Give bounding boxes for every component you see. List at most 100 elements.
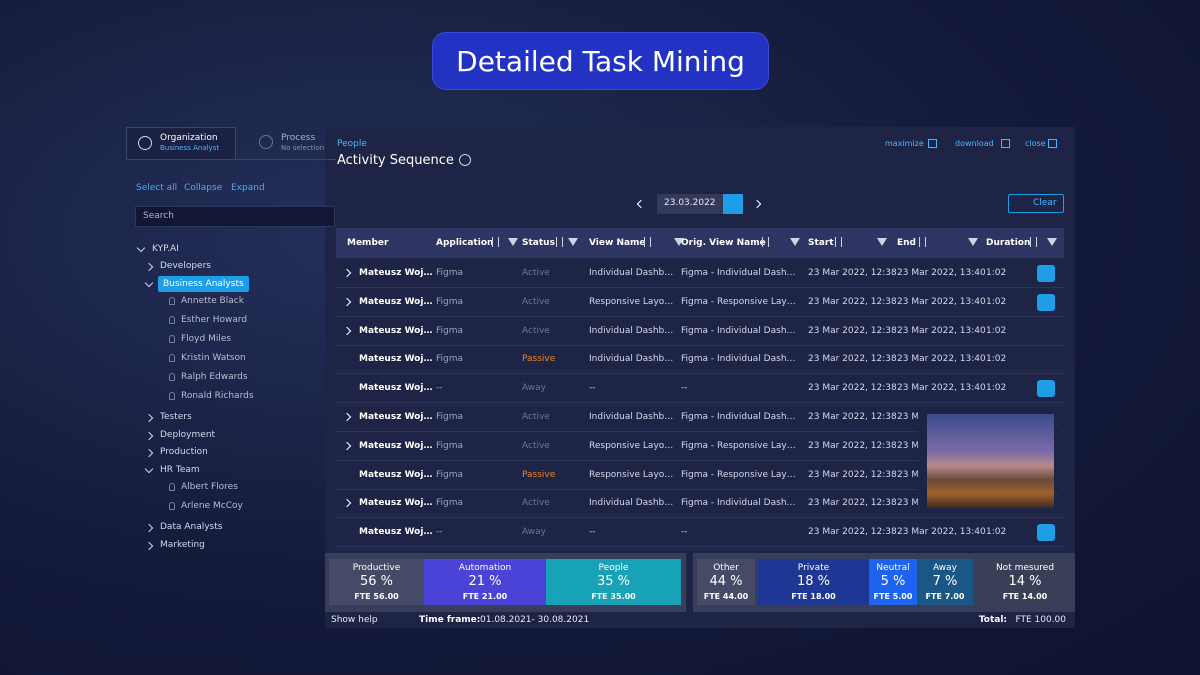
table-cell: Responsive Layo… xyxy=(589,469,674,480)
summary-card[interactable]: Private 18 % FTE 18.00 xyxy=(758,559,869,605)
tree-group[interactable]: Business Analysts xyxy=(158,275,249,292)
person-icon xyxy=(169,316,175,324)
summary-card[interactable]: Automation 21 % FTE 21.00 xyxy=(424,559,546,605)
total-value: FTE 100.00 xyxy=(1015,615,1066,625)
card-fte: FTE 56.00 xyxy=(354,592,399,601)
table-row[interactable] xyxy=(336,317,1064,346)
table-cell: -- xyxy=(681,527,688,538)
summary-card[interactable]: Productive 56 % FTE 56.00 xyxy=(329,559,424,605)
sort-icon[interactable] xyxy=(919,237,926,247)
card-percent: 5 % xyxy=(880,574,906,589)
filter-icon[interactable] xyxy=(674,238,684,246)
table-cell: Figma xyxy=(436,498,464,509)
sidebar-action[interactable]: Collapse xyxy=(184,183,223,193)
date-field[interactable]: 23.03.2022 xyxy=(657,194,723,214)
table-cell: -- xyxy=(589,527,596,538)
tab-label[interactable]: Process xyxy=(281,133,316,143)
table-row[interactable] xyxy=(336,518,1064,548)
table-cell: 23 Mar 2022, 12:38 xyxy=(808,527,897,538)
summary-card[interactable]: People 35 % FTE 35.00 xyxy=(546,559,681,605)
table-row[interactable] xyxy=(336,432,1064,461)
tree-group[interactable]: Marketing xyxy=(160,539,205,550)
screenshot-button[interactable] xyxy=(1037,380,1055,398)
tree-group[interactable]: Deployment xyxy=(160,429,216,440)
calendar-button[interactable] xyxy=(723,194,743,214)
tree-person[interactable]: Floyd Miles xyxy=(181,334,232,344)
filter-icon[interactable] xyxy=(790,238,800,246)
tree-person[interactable]: Ronald Richards xyxy=(181,391,254,401)
table-row[interactable] xyxy=(336,489,1064,519)
search-box[interactable]: Search xyxy=(135,206,335,227)
table-cell: Active xyxy=(522,325,550,336)
breadcrumb[interactable]: People xyxy=(337,139,367,149)
filter-icon[interactable] xyxy=(568,238,578,246)
tree-person[interactable]: Esther Howard xyxy=(181,315,248,325)
screenshot-button[interactable] xyxy=(1037,293,1055,311)
panel-control[interactable]: close xyxy=(1025,139,1046,148)
tab-line xyxy=(126,159,336,160)
tree-group[interactable]: Developers xyxy=(160,261,211,271)
screenshot-button[interactable] xyxy=(1037,524,1055,542)
clear-button[interactable]: Clear xyxy=(1008,194,1064,213)
control-icon xyxy=(928,139,937,148)
tree-group[interactable]: Testers xyxy=(160,412,192,422)
column-header[interactable]: Member xyxy=(347,238,389,248)
table-row[interactable] xyxy=(336,374,1064,404)
table-cell: Mateusz Woj… xyxy=(359,498,433,509)
tree-person[interactable]: Kristin Watson xyxy=(181,353,246,363)
table-row[interactable] xyxy=(336,403,1064,432)
column-header[interactable]: Status xyxy=(522,238,555,248)
tree-group[interactable]: Data Analysts xyxy=(160,522,223,532)
table-cell: Mateusz Woj… xyxy=(359,268,433,278)
person-icon xyxy=(169,483,175,491)
sort-icon[interactable] xyxy=(762,237,769,247)
filter-icon[interactable] xyxy=(877,238,887,246)
sort-icon[interactable] xyxy=(835,237,842,247)
table-cell: Away xyxy=(522,527,546,538)
filter-icon[interactable] xyxy=(968,238,978,246)
table-cell: 23 Mar 2022, 12:38 xyxy=(808,354,897,365)
summary-card[interactable]: Not mesured 14 % FTE 14.00 xyxy=(980,559,1070,605)
summary-group: Other 44 % FTE 44.00 Private 18 % FTE 18.00 Ne… xyxy=(693,553,1075,612)
panel-control[interactable]: maximize xyxy=(885,139,924,148)
tree-person[interactable]: Annette Black xyxy=(181,296,244,306)
summary-card[interactable]: Away 7 % FTE 7.00 xyxy=(917,559,973,605)
sort-icon[interactable] xyxy=(556,237,563,247)
table-row[interactable] xyxy=(336,461,1064,490)
panel-control[interactable]: download xyxy=(955,139,994,148)
column-header[interactable]: Orig. View Name xyxy=(681,238,766,248)
summary-group: Productive 56 % FTE 56.00 Automation 21 % FTE… xyxy=(325,553,686,612)
filter-icon[interactable] xyxy=(508,238,518,246)
sort-icon[interactable] xyxy=(1030,237,1037,247)
sort-icon[interactable] xyxy=(492,237,499,247)
column-header[interactable]: Application xyxy=(436,238,494,248)
table-row[interactable] xyxy=(336,345,1064,375)
table-cell: Figma xyxy=(436,325,464,336)
column-header[interactable]: Duration xyxy=(986,238,1031,248)
card-percent: 44 % xyxy=(709,574,743,589)
table-cell: Passive xyxy=(522,469,556,480)
summary-card[interactable]: Neutral 5 % FTE 5.00 xyxy=(869,559,917,605)
tab-label[interactable]: Organization xyxy=(160,133,218,143)
tree-person[interactable]: Arlene McCoy xyxy=(181,501,243,511)
tree-person[interactable]: Ralph Edwards xyxy=(181,372,248,382)
card-fte: FTE 7.00 xyxy=(925,592,965,601)
tree-group[interactable]: HR Team xyxy=(160,464,200,475)
help-link[interactable]: Show help xyxy=(331,615,378,625)
summary-card[interactable]: Other 44 % FTE 44.00 xyxy=(697,559,755,605)
card-fte: FTE 44.00 xyxy=(703,592,749,601)
table-row[interactable] xyxy=(336,288,1064,317)
tree-person[interactable]: Albert Flores xyxy=(181,482,238,492)
column-header[interactable]: End xyxy=(897,238,916,248)
table-row[interactable] xyxy=(336,259,1064,288)
filter-icon[interactable] xyxy=(1047,238,1057,246)
column-header[interactable]: Start xyxy=(808,238,834,248)
sort-icon[interactable] xyxy=(644,237,651,247)
tree-group[interactable]: Production xyxy=(160,447,208,457)
table-cell: Mateusz Woj… xyxy=(359,325,433,336)
sidebar-action[interactable]: Expand xyxy=(231,183,265,193)
screenshot-button[interactable] xyxy=(1037,265,1055,282)
sidebar-action[interactable]: Select all xyxy=(136,183,178,193)
tree-root[interactable]: KYP.AI xyxy=(152,244,179,254)
column-header[interactable]: View Name xyxy=(589,238,646,248)
